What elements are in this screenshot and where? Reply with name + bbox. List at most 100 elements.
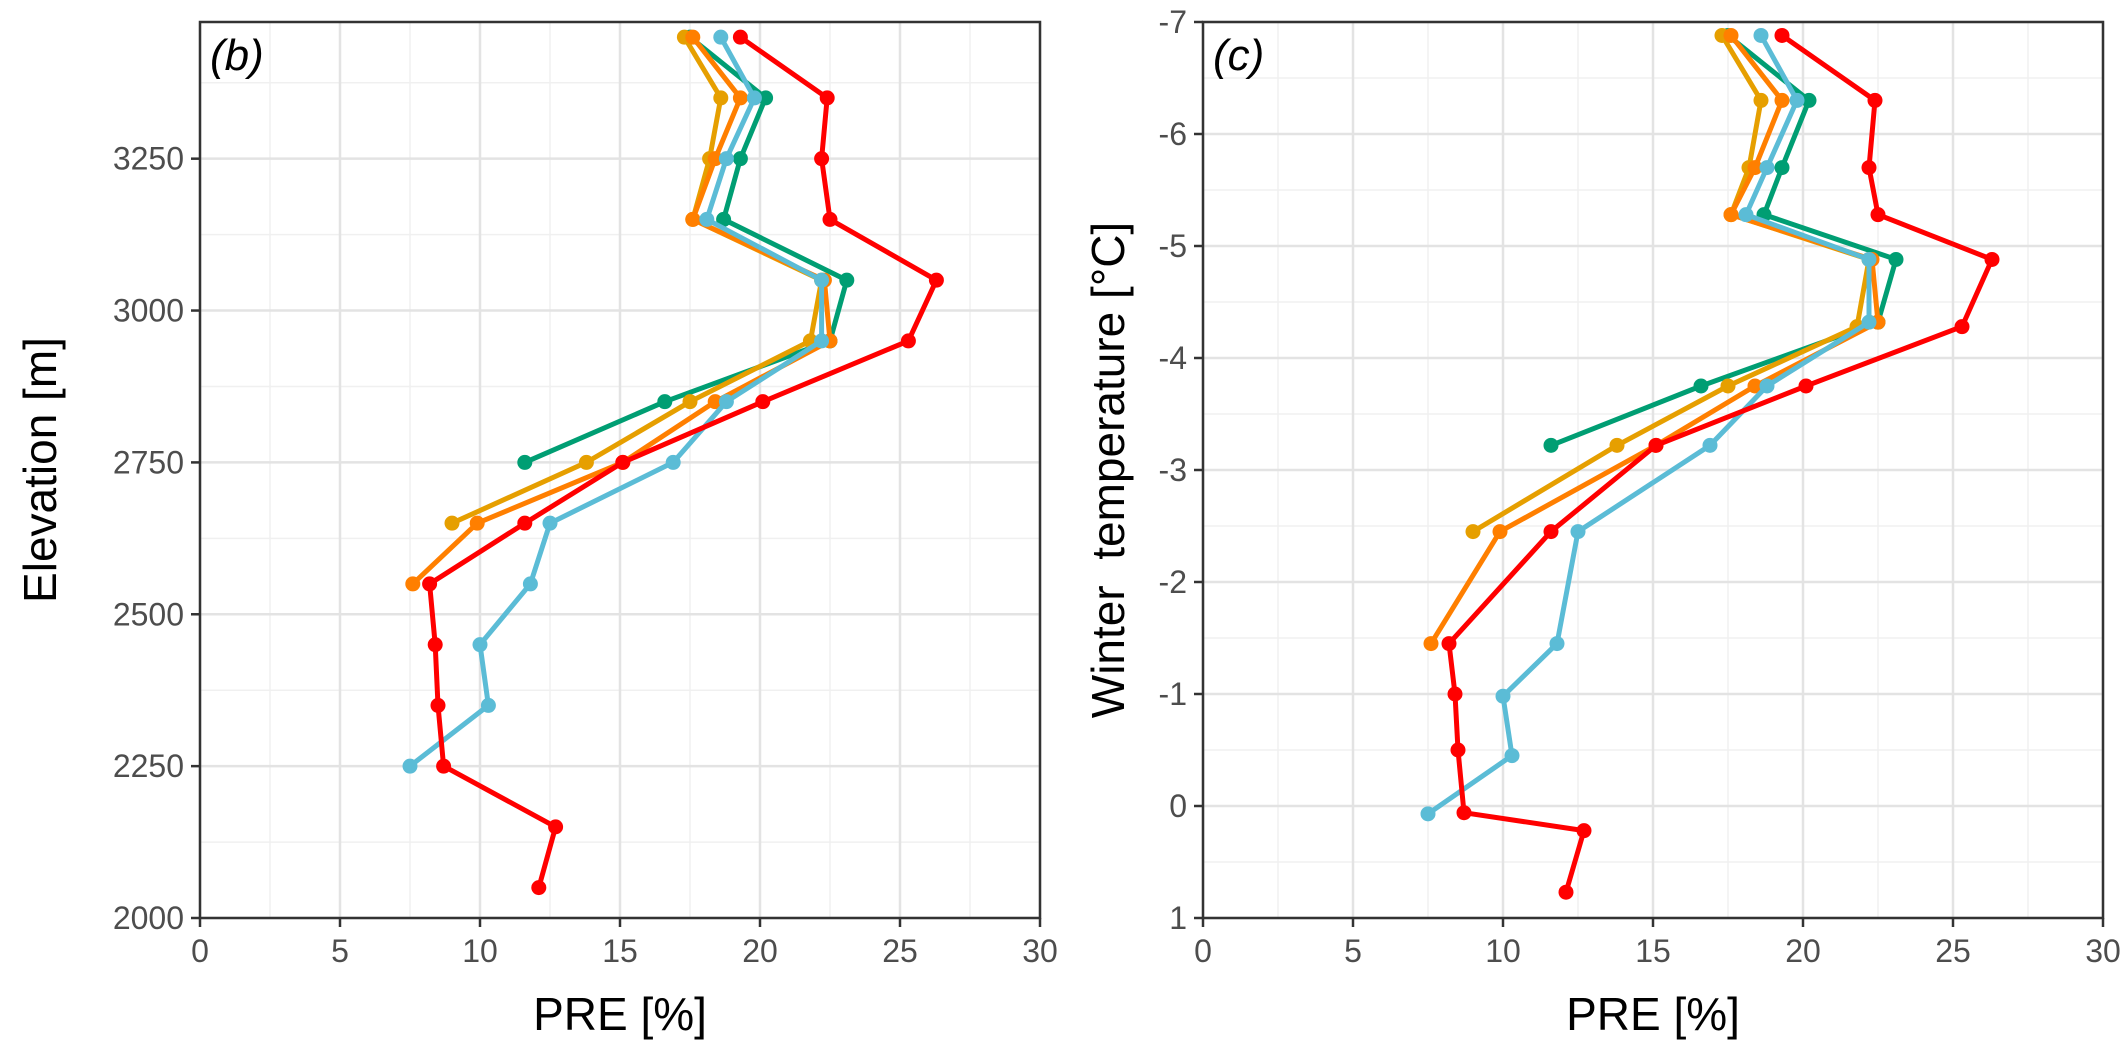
data-point: [1723, 27, 1739, 43]
x-tick-label: 25: [882, 933, 918, 969]
data-point: [1888, 251, 1904, 267]
data-point: [1789, 92, 1805, 108]
x-tick-label: 25: [1935, 933, 1971, 969]
data-point: [685, 211, 701, 227]
data-point: [1702, 437, 1718, 453]
data-point: [480, 697, 496, 713]
data-point: [732, 151, 748, 167]
panel-label: (c): [1213, 31, 1264, 80]
data-point: [1456, 805, 1472, 821]
data-point: [718, 394, 734, 410]
y-tick-label: -6: [1159, 116, 1187, 152]
data-point: [1774, 27, 1790, 43]
series-line-0: [1548, 32, 1899, 448]
data-point: [657, 394, 673, 410]
data-point: [1774, 160, 1790, 176]
data-point: [814, 272, 830, 288]
y-tick-label: -2: [1159, 564, 1187, 600]
data-point: [716, 211, 732, 227]
data-point: [1543, 524, 1559, 540]
y-tick-label: 0: [1169, 788, 1187, 824]
y-tick-label: 2500: [113, 596, 184, 632]
x-tick-label: 20: [1785, 933, 1821, 969]
data-point: [839, 272, 855, 288]
data-point: [814, 151, 830, 167]
x-tick-label: 10: [1485, 933, 1521, 969]
data-point: [1693, 378, 1709, 394]
data-point: [1504, 748, 1520, 764]
y-tick-label: 2000: [113, 900, 184, 936]
panel-b: 0 5 10 15 20 25 30 2000 2250 2500 2750 3000 3250 PRE …: [14, 20, 1058, 1040]
data-point: [1861, 314, 1877, 330]
data-point: [1549, 636, 1565, 652]
y-axis-title: Elevation [m]: [14, 337, 66, 603]
data-point: [1450, 742, 1466, 758]
data-point: [814, 333, 830, 349]
data-point: [1753, 27, 1769, 43]
data-point: [1447, 686, 1463, 702]
data-point: [707, 394, 723, 410]
data-point: [436, 758, 452, 774]
data-point: [1753, 92, 1769, 108]
data-point: [718, 151, 734, 167]
x-tick-label: 0: [1194, 933, 1212, 969]
x-tick-label: 30: [2085, 933, 2121, 969]
data-point: [1738, 207, 1754, 223]
data-point: [1798, 378, 1814, 394]
x-axis-title: PRE [%]: [533, 988, 707, 1040]
y-tick-label: 2250: [113, 748, 184, 784]
x-tick-label: 5: [331, 933, 349, 969]
data-point: [422, 576, 438, 592]
data-point: [1867, 92, 1883, 108]
data-point: [713, 90, 729, 106]
y-tick-label: 3000: [113, 293, 184, 329]
data-point: [517, 454, 533, 470]
data-point: [665, 454, 681, 470]
data-point: [1723, 207, 1739, 223]
x-tick-label: 15: [1635, 933, 1671, 969]
y-axis-title: Winter temperature [°C]: [1082, 222, 1134, 718]
data-point: [746, 90, 762, 106]
data-point: [469, 515, 485, 531]
data-point: [1441, 636, 1457, 652]
y-tick-label: -1: [1159, 676, 1187, 712]
data-point: [1801, 92, 1817, 108]
data-point: [1774, 92, 1790, 108]
data-point: [1984, 251, 2000, 267]
data-point: [1543, 437, 1559, 453]
data-point: [1954, 319, 1970, 335]
data-point: [578, 454, 594, 470]
data-point: [1492, 524, 1508, 540]
data-point: [1861, 251, 1877, 267]
data-point: [1720, 378, 1736, 394]
data-point: [1861, 160, 1877, 176]
y-tick-label: -4: [1159, 340, 1187, 376]
x-tick-label: 5: [1344, 933, 1362, 969]
data-point: [1759, 378, 1775, 394]
data-point: [819, 90, 835, 106]
data-point: [1465, 524, 1481, 540]
data-point: [1747, 160, 1763, 176]
data-point: [430, 697, 446, 713]
data-point: [531, 880, 547, 896]
data-point: [682, 394, 698, 410]
series-line-2: [410, 34, 833, 587]
data-point: [542, 515, 558, 531]
x-axis-title: PRE [%]: [1566, 988, 1740, 1040]
data-point: [713, 29, 729, 45]
series-line-0: [522, 34, 850, 465]
data-point: [699, 211, 715, 227]
data-point: [900, 333, 916, 349]
data-point: [427, 637, 443, 653]
data-point: [822, 211, 838, 227]
data-point: [517, 515, 533, 531]
x-tick-label: 20: [742, 933, 778, 969]
data-point: [1420, 806, 1436, 822]
series-line-2: [1428, 32, 1881, 647]
data-point: [732, 29, 748, 45]
y-tick-label: 1: [1169, 900, 1187, 936]
data-point: [405, 576, 421, 592]
data-point: [1759, 160, 1775, 176]
